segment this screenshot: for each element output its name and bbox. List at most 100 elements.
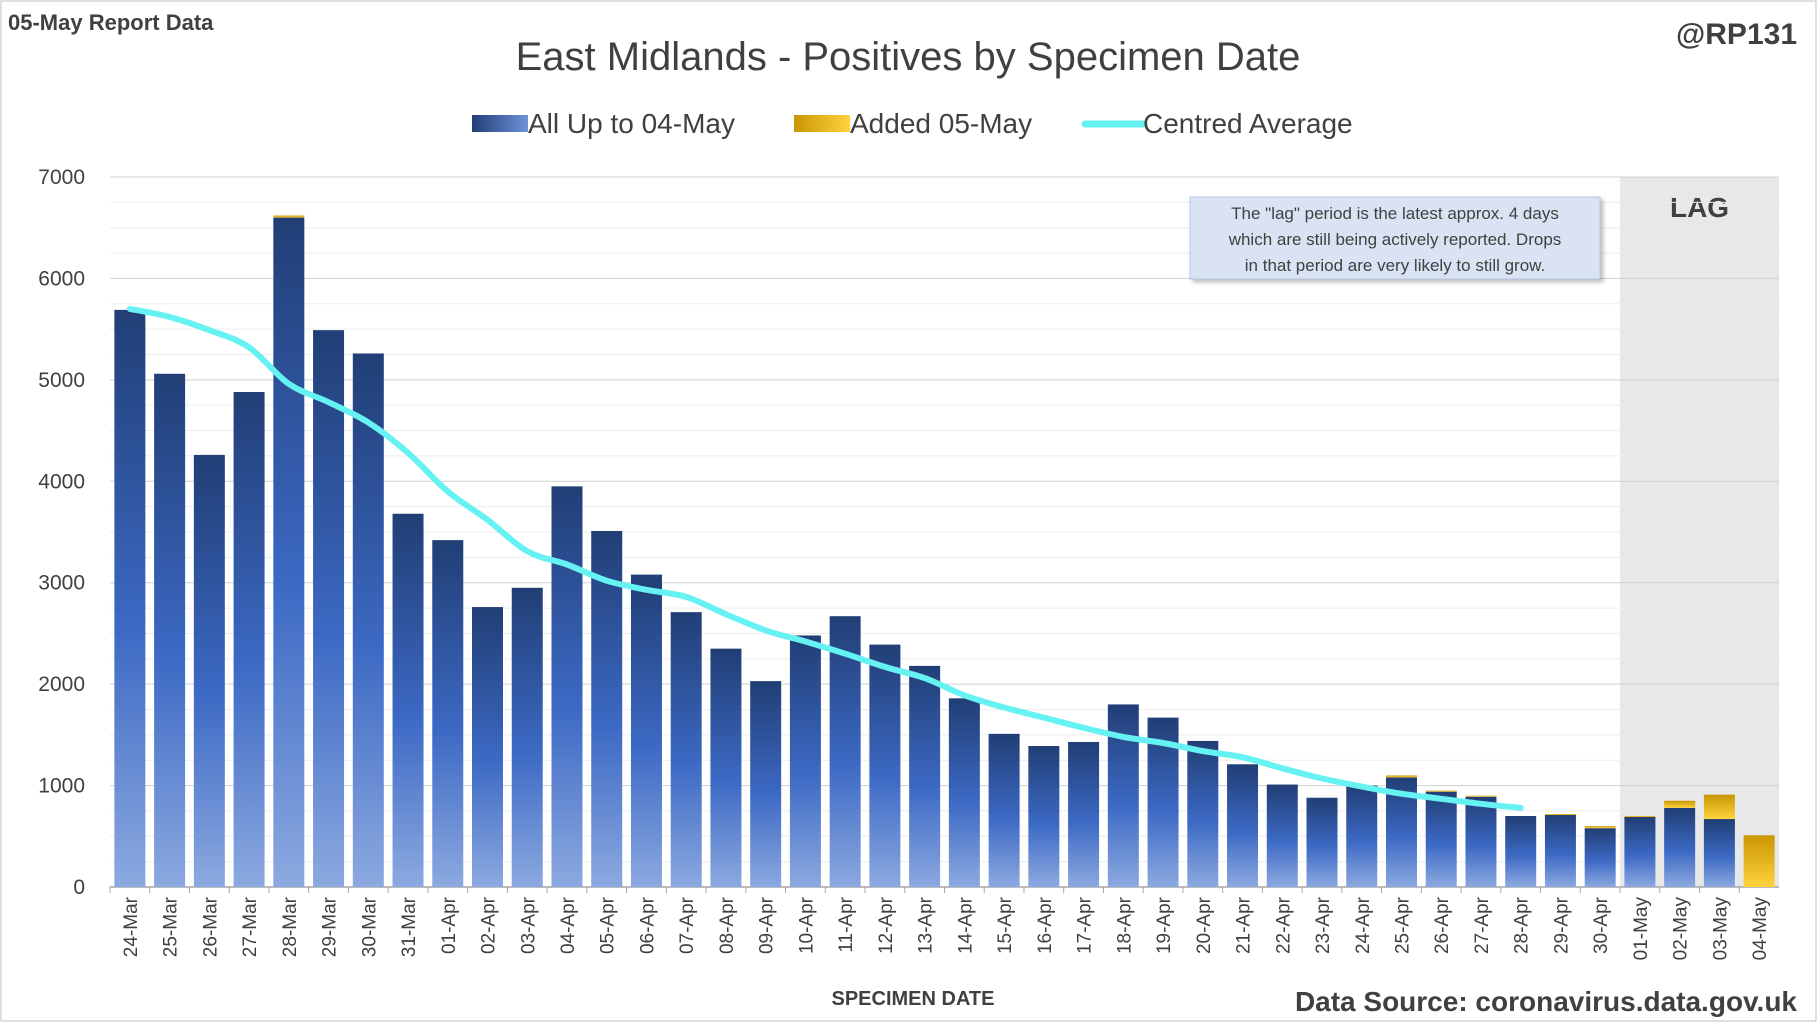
centred-average-line — [126, 305, 1524, 811]
bar-all-05-Apr — [591, 530, 623, 887]
y-tick-label: 7000 — [38, 166, 85, 189]
bar-all-04-Apr — [551, 486, 583, 887]
x-tick-label: 28-Apr — [1512, 896, 1533, 954]
bar-added-29-Apr — [1544, 813, 1576, 815]
x-tick-label: 25-Apr — [1392, 896, 1413, 954]
x-tick-label: 14-Apr — [955, 896, 976, 954]
handle-label: @RP131 — [1676, 18, 1797, 51]
annotation-background — [1189, 196, 1601, 280]
bar-all-21-Apr — [1227, 764, 1259, 887]
bar-all-26-Apr — [1425, 791, 1457, 887]
x-tick-label: 04-May — [1750, 897, 1771, 961]
bar-all-20-Apr — [1187, 740, 1219, 887]
legend-label-added: Added 05-May — [850, 108, 1032, 139]
bar-all-09-Apr — [750, 681, 782, 887]
bar-all-22-Apr — [1266, 784, 1298, 887]
y-tick-label: 2000 — [38, 673, 85, 696]
x-tick-label: 30-Apr — [1591, 896, 1612, 954]
x-tick-label: 31-Mar — [399, 896, 420, 957]
bar-all-25-Mar — [154, 373, 186, 887]
bar-added-25-Apr — [1385, 775, 1417, 778]
x-tick-label: 24-Apr — [1353, 896, 1374, 954]
bar-all-02-May — [1664, 807, 1696, 887]
x-tick-label: 03-Apr — [518, 896, 539, 954]
bar-all-01-Apr — [432, 540, 464, 887]
y-tick-label: 3000 — [38, 572, 85, 595]
x-tick-label: 25-Mar — [161, 896, 182, 957]
bar-all-03-May — [1703, 819, 1735, 887]
bar-all-28-Mar — [273, 217, 305, 888]
bar-all-27-Apr — [1465, 796, 1497, 887]
bar-all-29-Apr — [1544, 814, 1576, 887]
x-tick-label: 06-Apr — [637, 896, 658, 954]
x-tick-label: 27-Mar — [240, 896, 261, 957]
bar-all-24-Apr — [1346, 785, 1378, 887]
bar-all-24-Mar — [114, 309, 146, 887]
x-tick-label: 10-Apr — [796, 896, 817, 954]
x-tick-label: 21-Apr — [1234, 896, 1255, 954]
bar-all-11-Apr — [829, 616, 861, 887]
x-tick-label: 08-Apr — [717, 896, 738, 954]
bar-all-27-Mar — [233, 392, 265, 887]
bar-all-12-Apr — [869, 644, 901, 887]
y-tick-label: 5000 — [38, 369, 85, 392]
x-tick-label: 17-Apr — [1075, 896, 1096, 954]
x-tick-label: 23-Apr — [1313, 896, 1334, 954]
x-tick-label: 16-Apr — [1035, 896, 1056, 954]
x-tick-label: 18-Apr — [1114, 896, 1135, 954]
report-label: 05-May Report Data — [8, 10, 214, 35]
bar-all-14-Apr — [948, 698, 980, 887]
y-tick-label: 0 — [73, 876, 85, 899]
x-axis-label: SPECIMEN DATE — [832, 988, 995, 1010]
bar-added-27-Apr — [1465, 795, 1497, 797]
bar-all-06-Apr — [630, 574, 662, 887]
lag-label: LAG — [1670, 192, 1729, 223]
x-tick-label: 04-Apr — [558, 896, 579, 954]
bar-added-02-May — [1664, 800, 1696, 808]
x-tick-label: 03-May — [1710, 897, 1731, 961]
x-tick-label: 02-May — [1671, 897, 1692, 961]
annotation-box — [1189, 196, 1601, 280]
x-tick-label: 29-Mar — [320, 896, 341, 957]
annotation-line-2: which are still being actively reported.… — [1228, 230, 1562, 249]
x-tick-label: 02-Apr — [479, 896, 500, 954]
bar-all-16-Apr — [1028, 746, 1060, 887]
legend-label-average: Centred Average — [1143, 108, 1353, 139]
x-tick-label: 01-Apr — [439, 896, 460, 954]
bar-added-04-May — [1743, 835, 1775, 887]
bar-all-30-Apr — [1584, 828, 1616, 887]
legend-swatch-added — [794, 115, 850, 132]
bar-added-03-May — [1703, 794, 1735, 820]
x-tick-label: 01-May — [1631, 897, 1652, 961]
source-label: Data Source: coronavirus.data.gov.uk — [1295, 986, 1797, 1017]
bar-all-10-Apr — [789, 635, 821, 887]
annotation-line-1: The "lag" period is the latest approx. 4… — [1231, 204, 1559, 223]
bar-all-08-Apr — [710, 648, 742, 887]
bar-all-26-Mar — [193, 454, 225, 887]
legend-label-all: All Up to 04-May — [528, 108, 735, 139]
x-tick-label: 19-Apr — [1154, 896, 1175, 954]
bar-all-03-Apr — [511, 587, 543, 887]
bar-all-28-Apr — [1505, 816, 1537, 887]
x-tick-label: 28-Mar — [280, 896, 301, 957]
annotation-line-3: in that period are very likely to still … — [1245, 256, 1545, 275]
x-tick-label: 24-Mar — [121, 896, 142, 957]
x-tick-label: 26-Apr — [1432, 896, 1453, 954]
x-tick-label: 22-Apr — [1273, 896, 1294, 954]
bar-all-23-Apr — [1306, 797, 1338, 887]
x-tick-label: 30-Mar — [359, 896, 380, 957]
x-tick-label: 13-Apr — [916, 896, 937, 954]
bar-all-02-Apr — [472, 607, 504, 887]
bar-added-01-May — [1624, 816, 1656, 818]
x-tick-label: 05-Apr — [598, 896, 619, 954]
y-tick-label: 1000 — [38, 775, 85, 798]
bar-added-26-Apr — [1425, 790, 1457, 792]
x-tick-label: 29-Apr — [1551, 896, 1572, 954]
bar-all-13-Apr — [909, 665, 941, 887]
bar-all-31-Mar — [392, 513, 424, 887]
legend-swatch-all — [472, 115, 528, 132]
x-tick-label: 27-Apr — [1472, 896, 1493, 954]
